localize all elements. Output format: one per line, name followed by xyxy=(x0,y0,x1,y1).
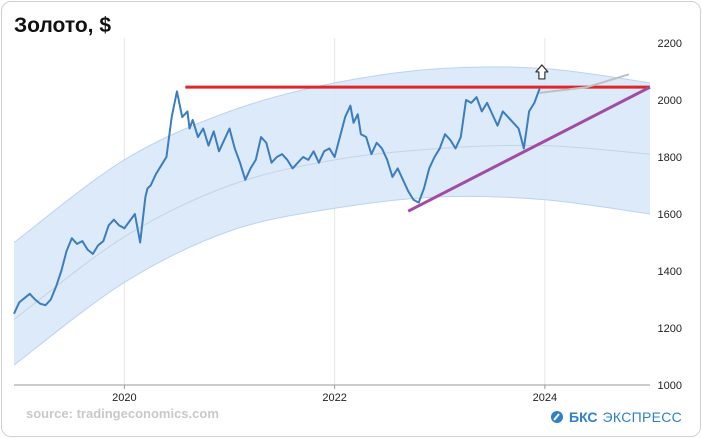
x-tick-label: 2024 xyxy=(533,392,557,404)
channel-center-line xyxy=(13,144,651,320)
support-line xyxy=(407,85,651,213)
y-tick-label: 1800 xyxy=(658,152,682,164)
price-line xyxy=(13,88,541,315)
y-tick-label: 1000 xyxy=(658,380,682,392)
channel-band xyxy=(14,66,650,366)
brand-logo: БКС ЭКСПРЕСС xyxy=(550,409,682,425)
channel-lower-edge xyxy=(13,195,651,366)
axes: 2020 2022 2024 1000 1200 1400 1600 1800 2000 2200 xyxy=(14,38,682,404)
y-tick-label: 1200 xyxy=(658,323,682,335)
forecast-line xyxy=(539,73,630,94)
y-tick-label: 2000 xyxy=(658,95,682,107)
y-tick-label: 1400 xyxy=(658,266,682,278)
x-tick-label: 2020 xyxy=(112,392,136,404)
y-tick-label: 1600 xyxy=(658,209,682,221)
up-arrow-icon xyxy=(535,64,549,80)
trend-channel xyxy=(13,66,651,366)
x-tick-label: 2022 xyxy=(322,392,346,404)
y-tick-label: 2200 xyxy=(658,38,682,50)
bks-logo-icon xyxy=(551,411,563,423)
source-label: source: tradingeconomics.com xyxy=(26,406,219,421)
brand-name: БКС xyxy=(569,409,598,425)
price-series xyxy=(13,88,541,315)
overlay-lines xyxy=(185,73,651,213)
annotations xyxy=(535,64,549,80)
brand-rest: ЭКСПРЕСС xyxy=(602,409,683,425)
chart-title: Золото, $ xyxy=(14,14,112,37)
